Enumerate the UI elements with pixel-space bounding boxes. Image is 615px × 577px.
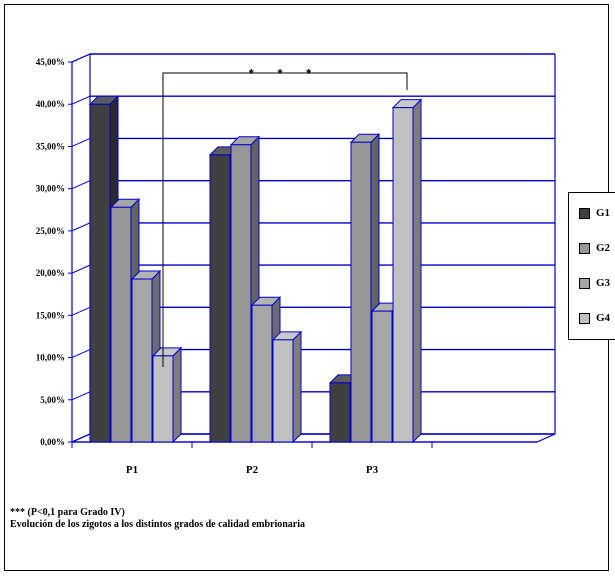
y-tick-label: 0,00% xyxy=(40,437,65,447)
bar xyxy=(110,206,132,443)
bar xyxy=(209,154,231,443)
x-tick-label: P1 xyxy=(126,464,138,476)
legend-label-g3: G3 xyxy=(596,277,611,289)
bar xyxy=(350,141,372,443)
gridline-depth xyxy=(71,349,91,359)
gridline-depth xyxy=(71,222,91,232)
y-tick-label: 20,00% xyxy=(36,268,65,278)
chart-caption: Evolución de los zigotos a los distintos… xyxy=(10,519,306,530)
legend: G1 G2 G3 G4 xyxy=(568,192,615,340)
y-tick-label: 10,00% xyxy=(36,353,65,363)
y-tick-label: 30,00% xyxy=(36,184,65,194)
legend-label-g2: G2 xyxy=(596,242,611,254)
bar-side xyxy=(292,330,302,444)
bar xyxy=(329,382,351,443)
legend-swatch-g2 xyxy=(579,242,590,254)
x-tick-label: P3 xyxy=(366,464,379,476)
y-tick-label: 5,00% xyxy=(40,395,65,405)
significance-note: *** (P<0,1 para Grado IV) xyxy=(10,507,125,518)
legend-item-g2: G2 xyxy=(579,241,610,255)
bar xyxy=(371,310,393,443)
x-tick-label: P2 xyxy=(246,464,259,476)
gridline-depth xyxy=(71,306,91,316)
y-tick-label: 25,00% xyxy=(36,226,65,236)
legend-label-g4: G4 xyxy=(596,312,611,324)
legend-item-g1: G1 xyxy=(579,206,610,220)
bar xyxy=(251,304,273,443)
chart-notes: *** (P<0,1 para Grado IV) Evolución de l… xyxy=(10,507,305,531)
legend-swatch-g3 xyxy=(579,277,590,289)
legend-item-g4: G4 xyxy=(579,311,610,325)
y-tick-label: 15,00% xyxy=(36,310,65,320)
gridline-depth xyxy=(71,180,91,190)
bar-side xyxy=(412,98,422,444)
bar-side xyxy=(172,346,182,444)
gridline-depth xyxy=(71,137,91,147)
side-wall xyxy=(71,53,91,443)
legend-swatch-g4 xyxy=(579,312,590,324)
legend-item-g3: G3 xyxy=(579,276,610,290)
gridline-depth xyxy=(71,95,91,105)
gridline-depth xyxy=(71,264,91,274)
legend-label-g1: G1 xyxy=(596,207,611,219)
significance-bracket xyxy=(162,72,408,367)
bar xyxy=(272,339,294,443)
bar xyxy=(131,278,153,443)
y-tick-label: 35,00% xyxy=(36,141,65,151)
y-tick-label: 40,00% xyxy=(36,99,65,109)
legend-swatch-g1 xyxy=(579,207,590,219)
significance-annotation: * * * xyxy=(249,66,321,81)
bar xyxy=(152,355,174,443)
bar xyxy=(392,107,414,443)
gridline-depth xyxy=(71,391,91,401)
bar xyxy=(89,103,111,443)
bar xyxy=(230,144,252,443)
y-tick-label: 45,00% xyxy=(36,57,65,67)
